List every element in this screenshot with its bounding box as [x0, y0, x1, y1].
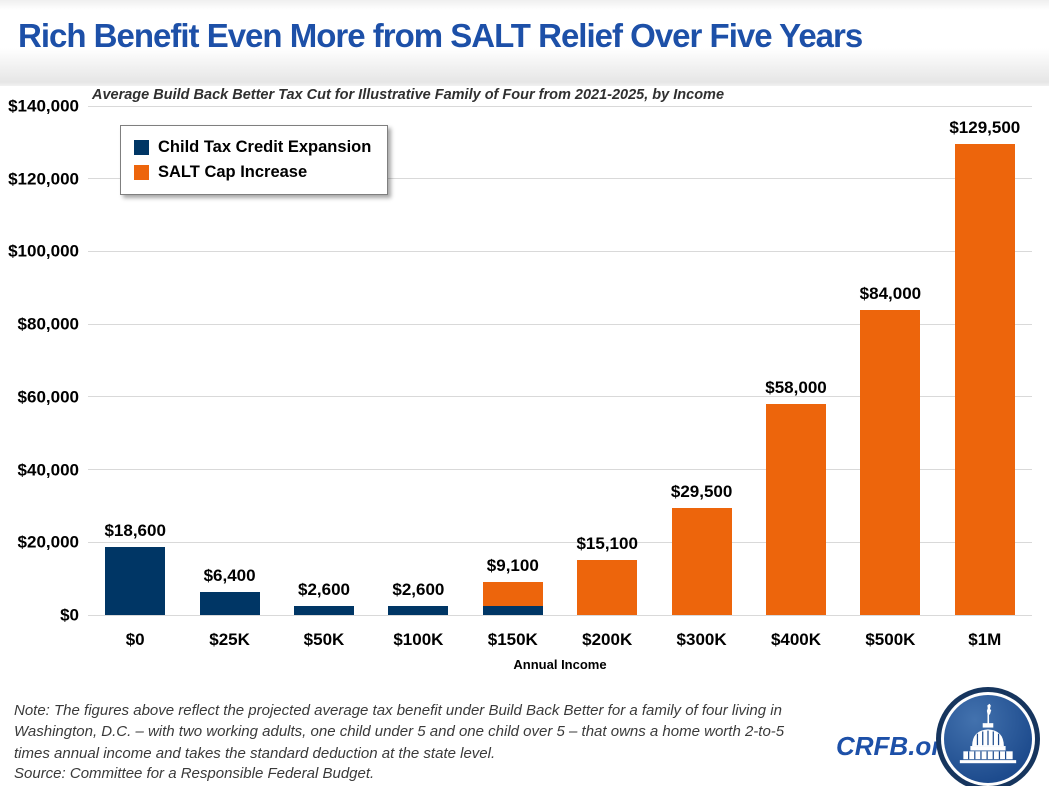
legend: Child Tax Credit Expansion SALT Cap Incre… — [120, 125, 389, 195]
chart-source: Source: Committee for a Responsible Fede… — [14, 765, 375, 782]
legend-swatch-icon — [134, 140, 149, 155]
bar-segment — [199, 591, 260, 615]
x-tick-label: $25K — [209, 630, 250, 649]
y-tick-label: $60,000 — [17, 387, 79, 407]
bar-segment — [577, 560, 638, 615]
x-tick-label: $500K — [865, 630, 916, 649]
bar-segment — [388, 605, 449, 615]
legend-swatch-icon — [134, 165, 149, 180]
y-tick-label: $20,000 — [17, 532, 79, 552]
legend-label: Child Tax Credit Expansion — [158, 138, 372, 156]
bar-segment — [671, 507, 732, 615]
bar-value-label: $18,600 — [104, 521, 166, 541]
gridline — [88, 541, 1032, 543]
bar-value-label: $58,000 — [765, 378, 827, 398]
bar-value-label: $2,600 — [392, 579, 445, 599]
bar-segment — [954, 144, 1015, 615]
x-axis-title: Annual Income — [513, 657, 607, 672]
chart-note: Note: The figures above reflect the proj… — [14, 702, 785, 762]
footer: Note: The figures above reflect the proj… — [0, 687, 1049, 786]
y-tick-label: $80,000 — [17, 314, 79, 334]
bar-value-label: $15,100 — [576, 534, 638, 554]
page-title: Rich Benefit Even More from SALT Relief … — [18, 17, 863, 54]
y-tick-label: $40,000 — [17, 460, 79, 480]
y-tick-label: $120,000 — [8, 169, 79, 189]
bar-segment — [105, 547, 166, 615]
x-tick-label: $100K — [393, 630, 444, 649]
bar-value-label: $6,400 — [203, 565, 256, 585]
gridline — [88, 469, 1032, 471]
bar-value-label: $9,100 — [486, 555, 539, 575]
bar-segment — [482, 605, 543, 615]
title-bar: Rich Benefit Even More from SALT Relief … — [0, 0, 1049, 86]
gridline — [88, 105, 1032, 107]
crfb-logo — [936, 687, 1040, 786]
bar-value-label: $84,000 — [859, 283, 922, 303]
x-tick-label: $50K — [303, 630, 345, 649]
x-tick-label: $400K — [770, 630, 822, 649]
bar-value-label: $29,500 — [670, 481, 733, 501]
legend-label: SALT Cap Increase — [158, 163, 308, 181]
bar-segment — [766, 404, 826, 615]
bar-value-label: $129,500 — [949, 118, 1021, 138]
x-tick-label: $0 — [125, 630, 145, 649]
gridline — [88, 614, 1032, 616]
x-tick-label: $300K — [676, 630, 727, 649]
capitol-icon — [944, 695, 1032, 783]
bar-segment — [860, 309, 921, 615]
plot-area: $0 $20,000 $40,000 $60,000 $80,000 $100,000 $1… — [8, 98, 1032, 649]
legend-item: Child Tax Credit Expansion — [134, 135, 371, 160]
gridline — [88, 323, 1032, 325]
gridline — [88, 178, 1032, 180]
bar-segment — [482, 581, 543, 606]
y-tick-label: $100,000 — [8, 241, 79, 261]
gridline — [88, 250, 1032, 252]
x-tick-label: $200K — [582, 630, 633, 649]
x-tick-label: $1M — [968, 630, 1002, 649]
chart: Average Build Back Better Tax Cut for Il… — [8, 87, 1032, 672]
x-tick-label: $150K — [487, 630, 538, 649]
bar-value-label: $2,600 — [298, 579, 350, 599]
legend-item: SALT Cap Increase — [134, 160, 371, 185]
y-tick-label: $140,000 — [8, 96, 79, 116]
bar-segment — [294, 605, 354, 615]
y-tick-label: $0 — [60, 605, 79, 625]
gridline — [88, 396, 1032, 398]
chart-subtitle: Average Build Back Better Tax Cut for Il… — [92, 87, 725, 103]
